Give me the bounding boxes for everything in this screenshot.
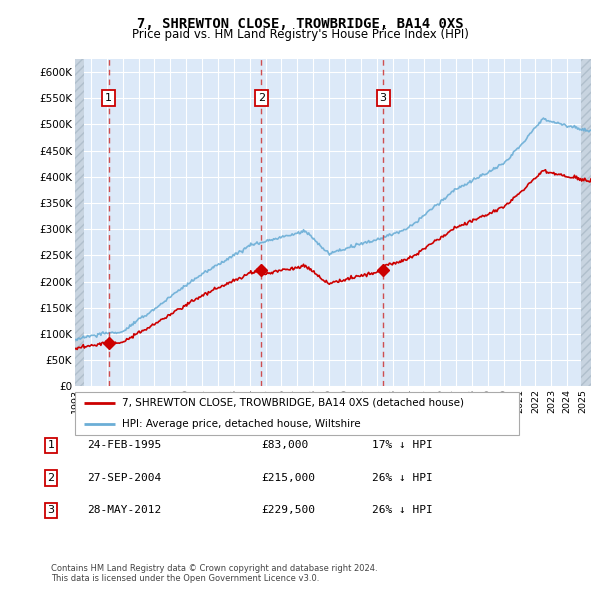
Text: 7, SHREWTON CLOSE, TROWBRIDGE, BA14 0XS: 7, SHREWTON CLOSE, TROWBRIDGE, BA14 0XS xyxy=(137,17,463,31)
Text: 26% ↓ HPI: 26% ↓ HPI xyxy=(372,473,433,483)
FancyBboxPatch shape xyxy=(75,392,519,435)
Text: 24-FEB-1995: 24-FEB-1995 xyxy=(87,441,161,450)
Bar xyxy=(581,59,596,386)
Text: 7, SHREWTON CLOSE, TROWBRIDGE, BA14 0XS (detached house): 7, SHREWTON CLOSE, TROWBRIDGE, BA14 0XS … xyxy=(122,398,464,408)
Text: 3: 3 xyxy=(380,93,386,103)
Text: Contains HM Land Registry data © Crown copyright and database right 2024.
This d: Contains HM Land Registry data © Crown c… xyxy=(51,563,377,583)
Text: 1: 1 xyxy=(105,93,112,103)
Text: £83,000: £83,000 xyxy=(261,441,308,450)
Text: 2: 2 xyxy=(47,473,55,483)
Text: 17% ↓ HPI: 17% ↓ HPI xyxy=(372,441,433,450)
Text: 3: 3 xyxy=(47,506,55,515)
Text: 1: 1 xyxy=(47,441,55,450)
Text: 27-SEP-2004: 27-SEP-2004 xyxy=(87,473,161,483)
Text: 26% ↓ HPI: 26% ↓ HPI xyxy=(372,506,433,515)
Text: £215,000: £215,000 xyxy=(261,473,315,483)
Text: 28-MAY-2012: 28-MAY-2012 xyxy=(87,506,161,515)
Text: Price paid vs. HM Land Registry's House Price Index (HPI): Price paid vs. HM Land Registry's House … xyxy=(131,28,469,41)
Text: HPI: Average price, detached house, Wiltshire: HPI: Average price, detached house, Wilt… xyxy=(122,419,360,429)
Text: £229,500: £229,500 xyxy=(261,506,315,515)
Bar xyxy=(75,59,84,386)
Text: 2: 2 xyxy=(258,93,265,103)
